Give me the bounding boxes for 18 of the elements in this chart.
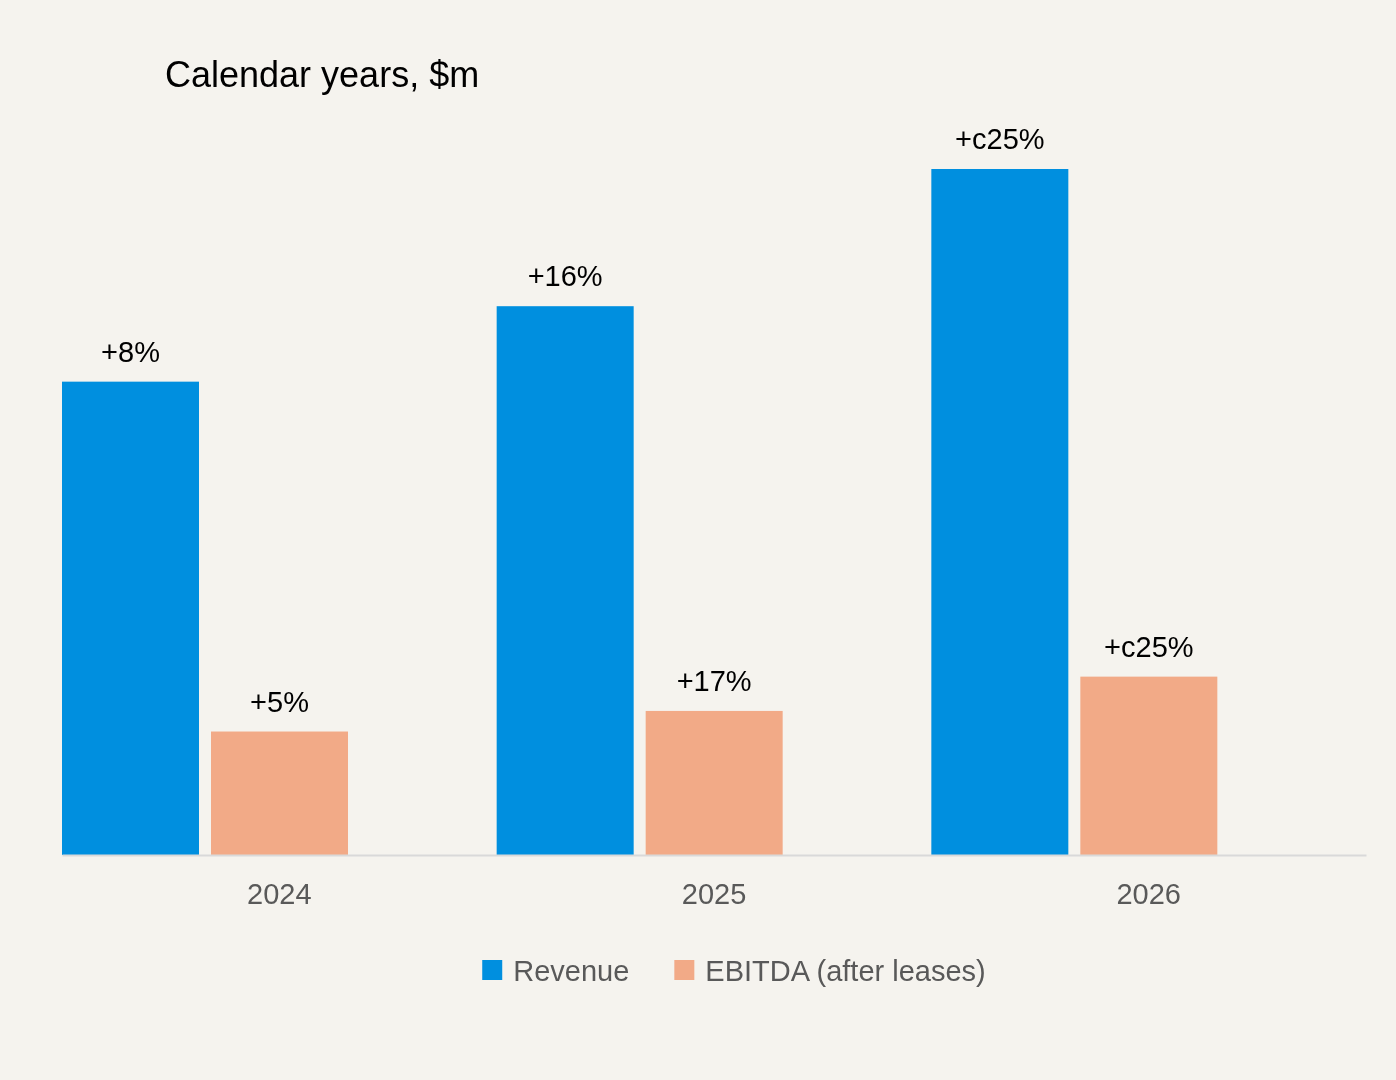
chart-title: Calendar years, $m <box>165 54 480 95</box>
text: +c25% <box>955 123 1045 155</box>
bar <box>931 169 1069 855</box>
annotation: +17% <box>676 664 752 697</box>
annotation: +8% <box>101 335 160 368</box>
bar <box>645 710 783 855</box>
legend-label: Revenue <box>513 955 630 987</box>
bar <box>1080 676 1218 855</box>
bar <box>211 731 348 855</box>
annotation: +c25% <box>1104 630 1194 663</box>
x-tick-label: 2026 <box>1116 878 1181 911</box>
x-tick-label: 2025 <box>681 878 747 911</box>
x-tick-label: 2024 <box>247 878 312 911</box>
annotation: +16% <box>527 260 603 293</box>
bar <box>62 381 199 855</box>
annotation: +5% <box>250 685 309 718</box>
bar <box>496 306 634 855</box>
legend-label: EBITDA (after leases) <box>705 955 986 987</box>
